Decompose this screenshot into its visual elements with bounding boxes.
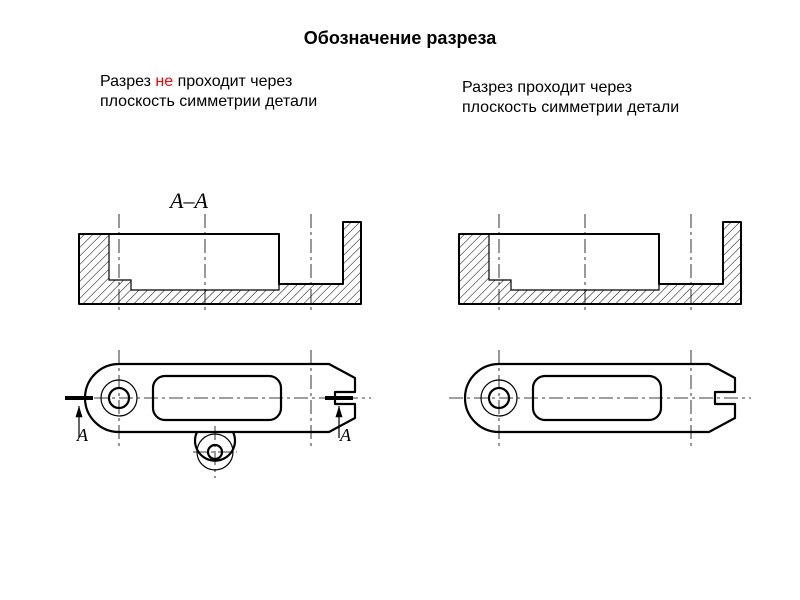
section-mark-left: A	[77, 425, 88, 446]
section-mark-right: A	[340, 425, 351, 446]
figure-left-plan	[75, 340, 365, 510]
figure-right-plan	[455, 340, 745, 460]
caption-left-prefix: Разрез	[100, 73, 155, 90]
caption-right: Разрез проходит через плоскость симметри…	[462, 78, 702, 118]
section-label: A–A	[170, 188, 208, 214]
figure-right-section	[455, 218, 745, 308]
caption-left-highlight: не	[155, 73, 173, 90]
page-title: Обозначение разреза	[0, 28, 800, 49]
figure-left-section	[75, 218, 365, 308]
caption-left: Разрез не проходит через плоскость симме…	[100, 72, 330, 112]
page: Обозначение разреза Разрез не проходит ч…	[0, 0, 800, 600]
